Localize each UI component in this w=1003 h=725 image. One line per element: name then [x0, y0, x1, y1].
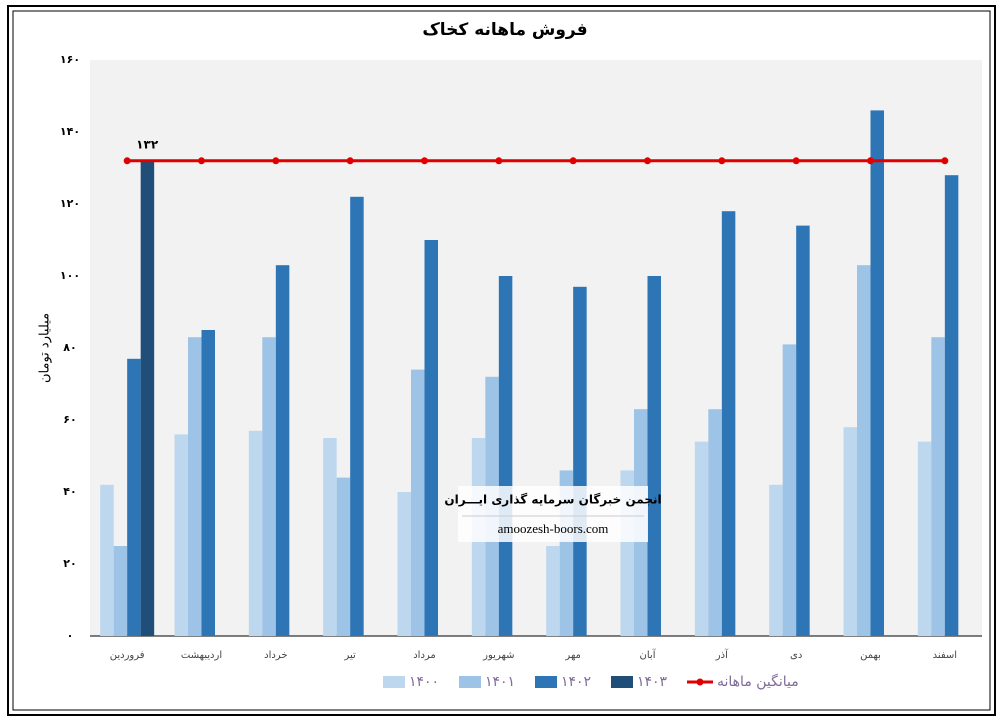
- x-tick-label: آذر: [715, 648, 729, 661]
- bar: [708, 409, 722, 636]
- bar: [140, 160, 155, 637]
- bar: [275, 265, 290, 636]
- bar: [546, 546, 560, 636]
- y-tick-label: ۱۲۰: [60, 197, 80, 210]
- legend-label: میانگین ماهانه: [717, 673, 799, 690]
- bar: [647, 276, 661, 636]
- chart-title: فروش ماهانه کخاک: [422, 20, 587, 40]
- average-marker: [495, 157, 503, 165]
- y-tick-label: ۱۴۰: [60, 125, 80, 138]
- bar: [350, 196, 364, 637]
- x-tick-label: اسفند: [933, 650, 957, 661]
- bar: [397, 492, 411, 636]
- watermark-url: amoozesh-boors.com: [498, 521, 609, 536]
- bar: [188, 337, 202, 636]
- bar: [944, 175, 959, 636]
- bar: [424, 240, 438, 636]
- legend-label: ۱۴۰۳: [637, 674, 668, 690]
- bar: [917, 441, 932, 636]
- bar: [870, 110, 884, 636]
- average-marker: [346, 157, 354, 165]
- bar: [100, 484, 114, 636]
- bar: [323, 438, 337, 636]
- average-marker: [941, 157, 949, 165]
- x-tick-label: خرداد: [264, 650, 287, 661]
- average-marker: [198, 157, 205, 165]
- bar: [843, 427, 857, 636]
- average-marker: [867, 157, 874, 165]
- bar: [113, 546, 128, 636]
- y-tick-label: ۰: [67, 629, 74, 642]
- bar: [498, 276, 513, 636]
- watermark: انجمن خبرگان سرمایه گذاری ایـــران amooz…: [444, 486, 662, 542]
- legend-label: ۱۴۰۰: [409, 674, 439, 690]
- bar: [931, 337, 945, 636]
- x-tick-label: فروردین: [110, 650, 145, 661]
- bar: [411, 369, 425, 636]
- bar: [796, 225, 810, 636]
- x-tick-label: آبان: [640, 648, 657, 661]
- legend-label: ۱۴۰۱: [485, 674, 515, 690]
- y-tick-label: ۶۰: [63, 413, 76, 426]
- average-marker: [718, 157, 726, 165]
- average-marker: [644, 157, 651, 165]
- legend-swatch: [383, 676, 405, 688]
- average-marker: [123, 157, 131, 165]
- legend-label: ۱۴۰۲: [561, 674, 591, 690]
- y-tick-label: ۸۰: [63, 341, 76, 354]
- y-tick-label: ۱۶۰: [60, 53, 80, 66]
- bar: [721, 211, 736, 636]
- x-tick-label: تیر: [344, 650, 357, 661]
- average-marker: [792, 157, 800, 165]
- bar: [127, 358, 141, 636]
- x-tick-label: مرداد: [413, 650, 436, 661]
- y-axis-label: میلیارد تومان: [38, 313, 53, 383]
- outer-border: [7, 5, 996, 716]
- bar: [694, 441, 709, 636]
- x-tick-label: شهریور: [482, 650, 514, 661]
- legend-swatch-marker: [696, 678, 704, 686]
- bar: [248, 430, 263, 636]
- bar: [857, 265, 871, 636]
- watermark-title: انجمن خبرگان سرمایه گذاری ایـــران: [444, 493, 661, 507]
- bar: [201, 330, 215, 636]
- bar: [573, 286, 587, 636]
- average-marker: [272, 157, 280, 165]
- x-tick-label: بهمن: [860, 650, 881, 661]
- legend-swatch: [459, 676, 481, 688]
- x-tick-label: دی: [790, 650, 802, 661]
- x-tick-label: اردیبهشت: [181, 650, 222, 661]
- watermark-box: [458, 486, 648, 542]
- inner-border: [12, 10, 991, 711]
- average-marker: [421, 157, 428, 165]
- y-tick-label: ۱۰۰: [60, 269, 80, 282]
- x-tick-label: مهر: [564, 650, 580, 661]
- legend-swatch: [611, 676, 633, 688]
- data-label: ۱۳۲: [136, 137, 159, 151]
- bar: [174, 434, 188, 636]
- y-tick-label: ۲۰: [63, 557, 76, 570]
- y-tick-label: ۴۰: [63, 485, 76, 498]
- bar: [782, 344, 797, 636]
- average-marker: [569, 157, 577, 165]
- legend-swatch: [535, 676, 557, 688]
- bar: [262, 337, 276, 636]
- bar: [336, 477, 351, 636]
- bar: [769, 484, 783, 636]
